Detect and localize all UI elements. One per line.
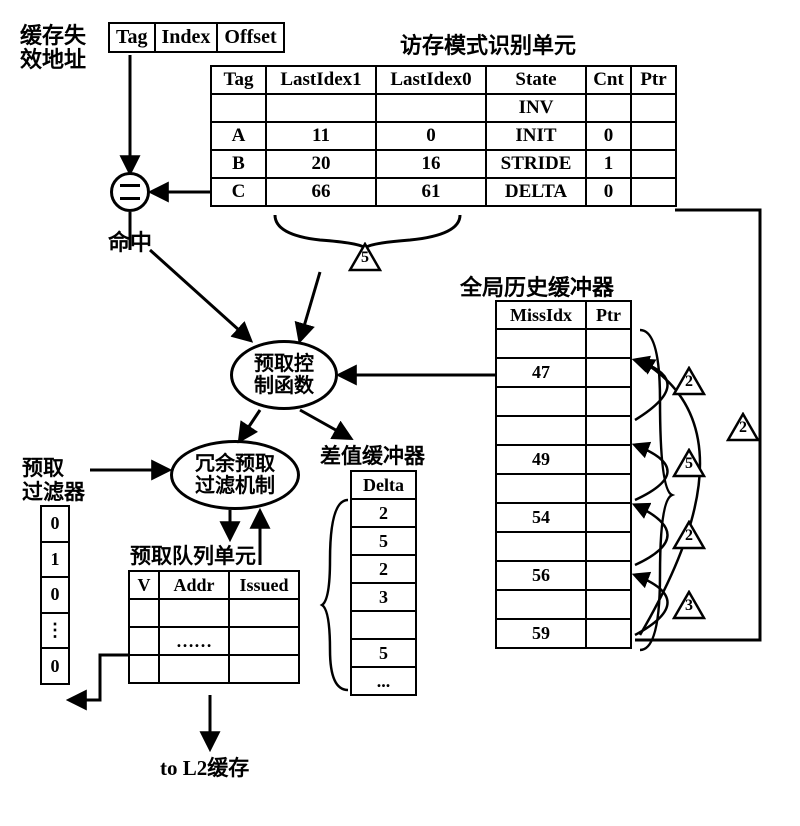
history-triangle-4: 3 — [672, 590, 706, 620]
delta-triangle-main: 5 — [348, 242, 382, 272]
addr-part-cell: Offset — [217, 23, 283, 52]
cache-miss-addr-label-l2: 效地址 — [20, 42, 86, 74]
prefetch-filter-column: 010⋮0 — [40, 505, 70, 685]
redundant-filter-node: 冗余预取 过滤机制 — [170, 440, 300, 510]
history-triangle-1: 2 — [672, 366, 706, 396]
comparator-icon — [110, 172, 150, 212]
history-triangle-3: 2 — [672, 520, 706, 550]
pattern-unit-label: 访存模式识别单元 — [400, 28, 576, 60]
addr-part-cell: Tag — [109, 23, 155, 52]
pattern-recognition-table: TagLastIdex1LastIdex0StateCntPtrINVA110I… — [210, 65, 677, 207]
history-triangle-2: 5 — [672, 448, 706, 478]
prefetch-queue-table: VAddrIssued…… — [128, 570, 300, 684]
global-history-table: MissIdxPtr4749545659 — [495, 300, 632, 649]
delta-buffer-table: Delta25235... — [350, 470, 417, 696]
addr-part-cell: Index — [155, 23, 218, 52]
prefetch-filter-label-l2: 过滤器 — [22, 476, 85, 506]
hit-label: 命中 — [108, 225, 152, 257]
prefetch-control-node: 预取控 制函数 — [230, 340, 338, 410]
global-history-label: 全局历史缓冲器 — [460, 270, 614, 302]
address-parts-table: TagIndexOffset — [108, 22, 285, 53]
to-l2-label: to L2缓存 — [160, 752, 249, 782]
delta-buffer-label: 差值缓冲器 — [320, 440, 425, 470]
prefetch-queue-label: 预取队列单元 — [130, 540, 256, 570]
history-triangle-5: 2 — [726, 412, 760, 442]
